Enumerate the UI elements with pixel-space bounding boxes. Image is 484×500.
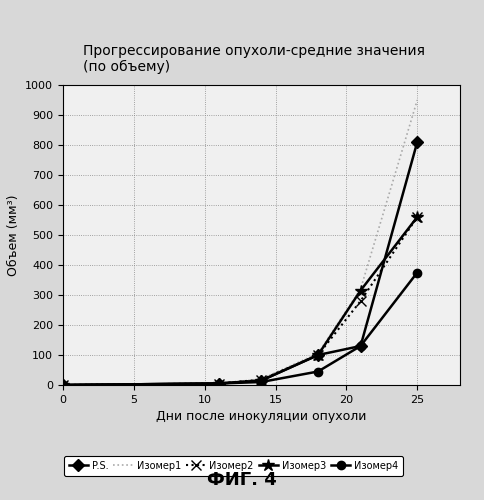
Изомер4 — [216, 380, 222, 386]
Изомер2 — [315, 352, 321, 358]
P.S. — [315, 352, 321, 358]
Изомер3 — [216, 380, 222, 386]
Изомер2 — [414, 214, 420, 220]
P.S. — [216, 380, 222, 386]
Изомер1 — [315, 350, 321, 356]
Изомер1 — [358, 286, 363, 292]
Изомер1 — [414, 97, 420, 103]
Изомер4 — [60, 382, 66, 388]
Изомер2 — [216, 380, 222, 386]
Изомер2 — [60, 382, 66, 388]
Изомер3 — [258, 378, 264, 384]
Изомер3 — [414, 214, 420, 220]
P.S. — [414, 139, 420, 145]
Text: ФИГ. 4: ФИГ. 4 — [207, 471, 277, 489]
X-axis label: Дни после инокуляции опухоли: Дни после инокуляции опухоли — [156, 410, 366, 424]
P.S. — [258, 378, 264, 384]
Изомер1 — [60, 382, 66, 388]
Изомер2 — [358, 298, 363, 304]
Y-axis label: Объем (мм³): Объем (мм³) — [7, 194, 20, 276]
Изомер1 — [258, 376, 264, 382]
P.S. — [60, 382, 66, 388]
Изомер2 — [258, 376, 264, 382]
Legend: P.S., Изомер1, Изомер2, Изомер3, Изомер4: P.S., Изомер1, Изомер2, Изомер3, Изомер4 — [64, 456, 403, 475]
Изомер3 — [60, 382, 66, 388]
Text: Прогрессирование опухоли-средние значения
(по объему): Прогрессирование опухоли-средние значени… — [83, 44, 425, 74]
Изомер4 — [315, 368, 321, 374]
Line: P.S.: P.S. — [59, 138, 422, 389]
Изомер1 — [216, 380, 222, 386]
Line: Изомер3: Изомер3 — [57, 211, 424, 391]
Изомер3 — [358, 288, 363, 294]
Изомер4 — [258, 379, 264, 385]
Изомер4 — [358, 343, 363, 349]
Line: Изомер4: Изомер4 — [59, 268, 422, 389]
Изомер4 — [414, 270, 420, 276]
Line: Изомер2: Изомер2 — [58, 212, 422, 390]
Line: Изомер1: Изомер1 — [63, 100, 417, 385]
P.S. — [358, 343, 363, 349]
Изомер3 — [315, 352, 321, 358]
